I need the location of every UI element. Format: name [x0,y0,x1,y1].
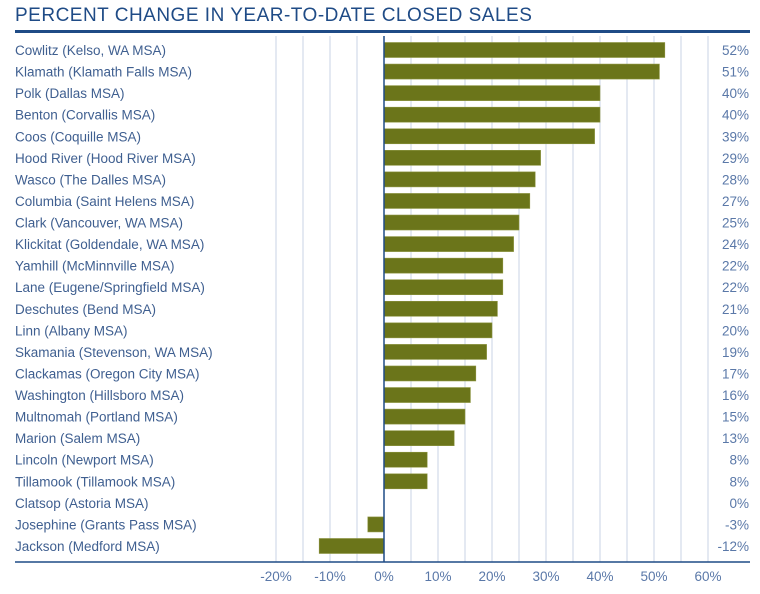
x-tick-label: 50% [640,569,667,584]
bar [383,473,428,490]
category-label: Clackamas (Oregon City MSA) [15,366,200,381]
bar [383,42,666,58]
bar [383,63,660,80]
value-label: 39% [722,129,749,144]
bar [383,430,455,446]
bar [383,257,504,274]
value-label: 17% [722,366,749,381]
x-tick-label: -10% [314,569,346,584]
value-label: 0% [729,496,749,511]
category-label: Tillamook (Tillamook MSA) [15,474,175,489]
category-label: Skamania (Stevenson, WA MSA) [15,345,213,360]
x-tick-label: -20% [260,569,292,584]
category-label: Benton (Corvallis MSA) [15,108,155,123]
value-label: 13% [722,431,749,446]
bar [383,300,498,317]
category-label: Deschutes (Bend MSA) [15,302,156,317]
value-label: 40% [722,86,749,101]
bar [383,85,601,101]
chart-title: PERCENT CHANGE IN YEAR-TO-DATE CLOSED SA… [15,5,533,26]
bar [383,236,514,252]
category-label: Hood River (Hood River MSA) [15,151,196,166]
category-label: Wasco (The Dalles MSA) [15,172,166,187]
bar [367,516,385,533]
value-label: -3% [725,517,749,532]
x-tick-label: 30% [532,569,559,584]
bar [383,128,595,145]
bar [383,387,471,403]
bar [383,451,428,468]
category-label: Jackson (Medford MSA) [15,539,160,554]
value-label: 28% [722,172,749,187]
value-label: 16% [722,388,749,403]
category-label: Lane (Eugene/Springfield MSA) [15,280,205,295]
category-label: Klickitat (Goldendale, WA MSA) [15,237,204,252]
value-label: 22% [722,259,749,274]
value-label: 8% [729,474,749,489]
value-label: 19% [722,345,749,360]
category-label: Linn (Albany MSA) [15,323,128,338]
bar [383,106,601,123]
bar [383,171,536,188]
category-label: Multnomah (Portland MSA) [15,410,178,425]
category-label: Marion (Salem MSA) [15,431,140,446]
category-label: Yamhill (McMinnville MSA) [15,259,175,274]
category-label: Polk (Dallas MSA) [15,86,125,101]
bar [383,344,487,360]
bar [318,538,385,554]
bar [383,193,531,209]
value-label: 21% [722,302,749,317]
bar [383,150,541,166]
category-label: Washington (Hillsboro MSA) [15,388,184,403]
bar [383,214,520,231]
category-label: Coos (Coquille MSA) [15,129,141,144]
bar [383,408,466,425]
bar [383,365,477,382]
value-label: 52% [722,43,749,58]
category-label: Josephine (Grants Pass MSA) [15,517,197,532]
value-label: 25% [722,216,749,231]
category-label: Cowlitz (Kelso, WA MSA) [15,43,166,58]
category-label: Clark (Vancouver, WA MSA) [15,216,183,231]
value-label: 15% [722,410,749,425]
x-tick-label: 60% [694,569,721,584]
x-tick-label: 10% [424,569,451,584]
x-tick-label: 40% [586,569,613,584]
bar [383,279,504,296]
value-label: 51% [722,65,749,80]
value-label: 8% [729,453,749,468]
category-label: Clatsop (Astoria MSA) [15,496,149,511]
value-label: 20% [722,323,749,338]
bar [383,322,493,339]
value-label: 24% [722,237,749,252]
value-label: 29% [722,151,749,166]
x-tick-label: 20% [478,569,505,584]
value-label: -12% [717,539,749,554]
category-label: Lincoln (Newport MSA) [15,453,154,468]
category-label: Columbia (Saint Helens MSA) [15,194,194,209]
value-label: 27% [722,194,749,209]
category-label: Klamath (Klamath Falls MSA) [15,65,192,80]
title-rule [15,30,750,33]
value-label: 40% [722,108,749,123]
x-tick-label: 0% [374,569,394,584]
value-label: 22% [722,280,749,295]
